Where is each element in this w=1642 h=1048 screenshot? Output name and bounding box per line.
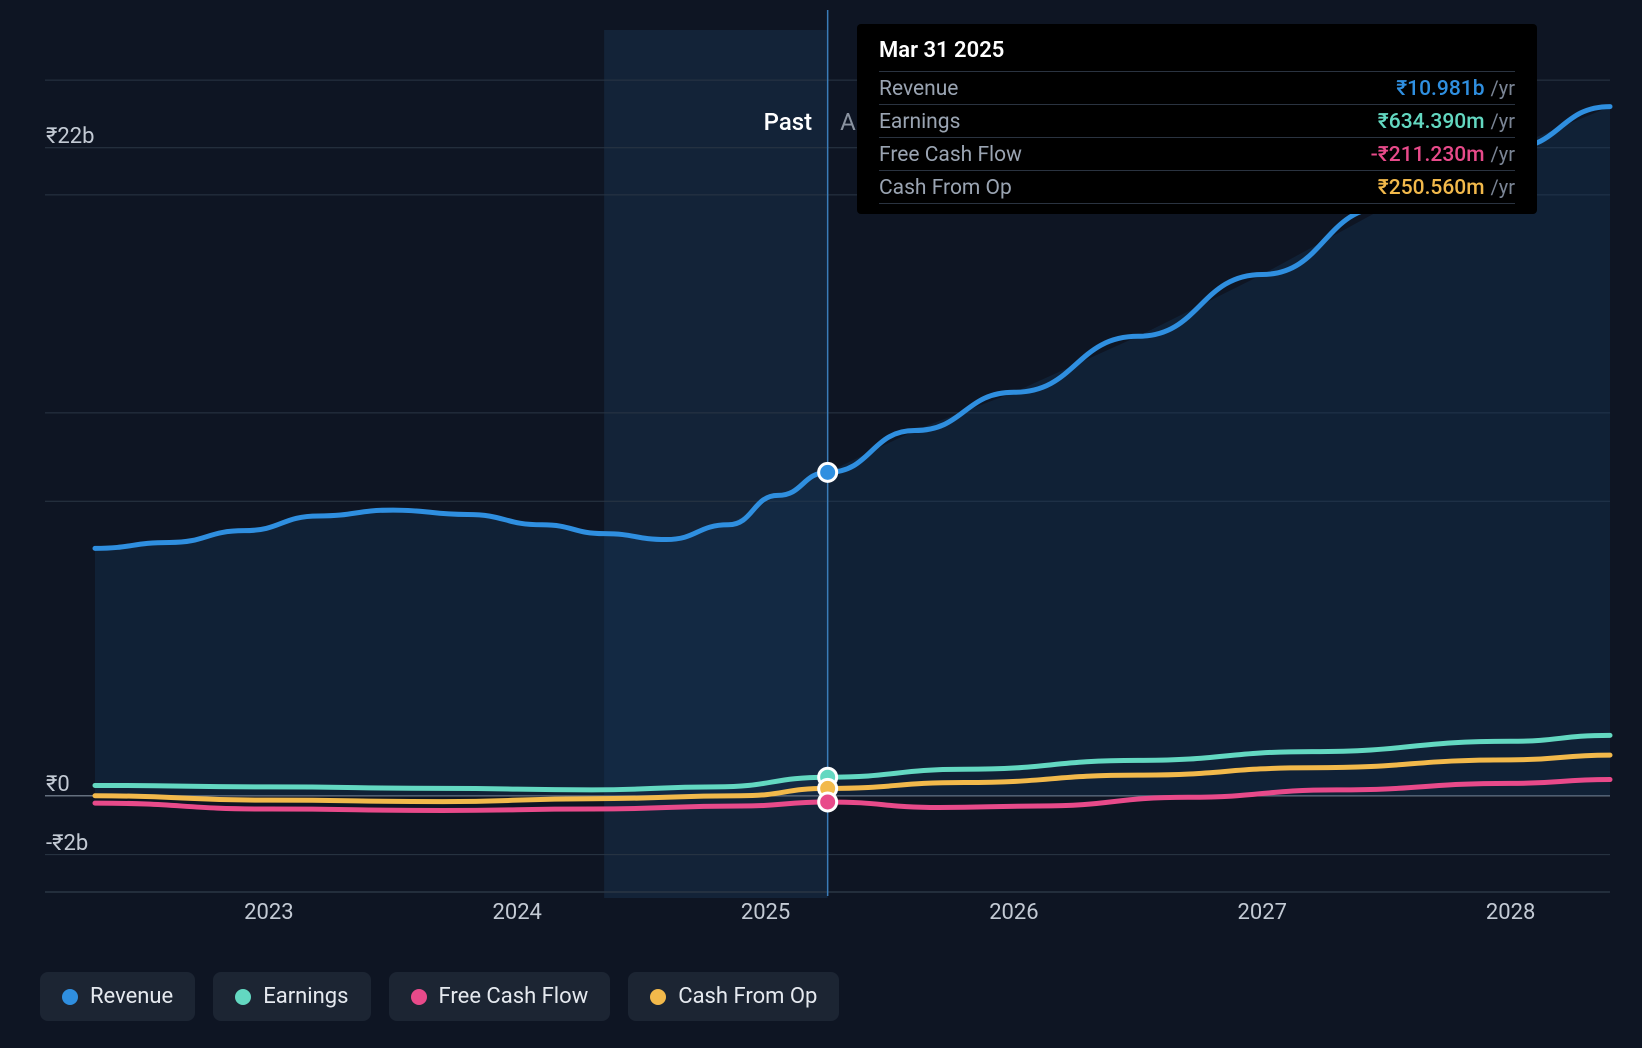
x-axis-tick: 2023 — [244, 900, 293, 925]
legend-item-fcf[interactable]: Free Cash Flow — [389, 972, 611, 1021]
x-axis-tick: 2026 — [989, 900, 1038, 925]
tooltip-row-fcf: Free Cash Flow -₹211.230m /yr — [879, 138, 1515, 171]
legend-item-earnings[interactable]: Earnings — [213, 972, 370, 1021]
tooltip-value: ₹634.390m — [1378, 110, 1485, 134]
tooltip-label: Earnings — [879, 110, 960, 134]
x-axis-tick: 2025 — [741, 900, 790, 925]
tooltip-label: Free Cash Flow — [879, 143, 1022, 167]
tooltip-value: -₹211.230m — [1371, 143, 1485, 167]
legend: Revenue Earnings Free Cash Flow Cash Fro… — [40, 972, 839, 1021]
tooltip-row-earnings: Earnings ₹634.390m /yr — [879, 105, 1515, 138]
legend-dot-icon — [235, 989, 251, 1005]
tooltip-date: Mar 31 2025 — [879, 38, 1515, 72]
financial-forecast-chart: Past Analysts Forecasts Mar 31 2025 Reve… — [0, 0, 1642, 1048]
legend-item-cfo[interactable]: Cash From Op — [628, 972, 839, 1021]
tooltip-row-cfo: Cash From Op ₹250.560m /yr — [879, 171, 1515, 204]
x-axis-tick: 2024 — [492, 900, 541, 925]
tooltip-value: ₹10.981b — [1396, 77, 1484, 101]
tooltip-unit: /yr — [1491, 76, 1516, 100]
legend-item-revenue[interactable]: Revenue — [40, 972, 195, 1021]
y-axis-tick: ₹0 — [46, 772, 70, 797]
legend-label: Free Cash Flow — [439, 984, 589, 1009]
legend-dot-icon — [62, 989, 78, 1005]
hover-tooltip: Mar 31 2025 Revenue ₹10.981b /yr Earning… — [857, 24, 1537, 214]
tooltip-label: Cash From Op — [879, 176, 1012, 200]
legend-label: Cash From Op — [678, 984, 817, 1009]
tooltip-unit: /yr — [1491, 175, 1516, 199]
tooltip-unit: /yr — [1491, 109, 1516, 133]
legend-label: Earnings — [263, 984, 348, 1009]
y-axis-tick: ₹22b — [46, 124, 94, 149]
legend-dot-icon — [650, 989, 666, 1005]
x-axis-tick: 2027 — [1238, 900, 1287, 925]
tooltip-unit: /yr — [1491, 142, 1516, 166]
legend-label: Revenue — [90, 984, 173, 1009]
tooltip-value: ₹250.560m — [1378, 176, 1485, 200]
x-axis-tick: 2028 — [1486, 900, 1535, 925]
tooltip-label: Revenue — [879, 77, 958, 101]
tooltip-row-revenue: Revenue ₹10.981b /yr — [879, 72, 1515, 105]
y-axis-tick: -₹2b — [46, 831, 88, 856]
legend-dot-icon — [411, 989, 427, 1005]
past-label: Past — [764, 108, 812, 136]
